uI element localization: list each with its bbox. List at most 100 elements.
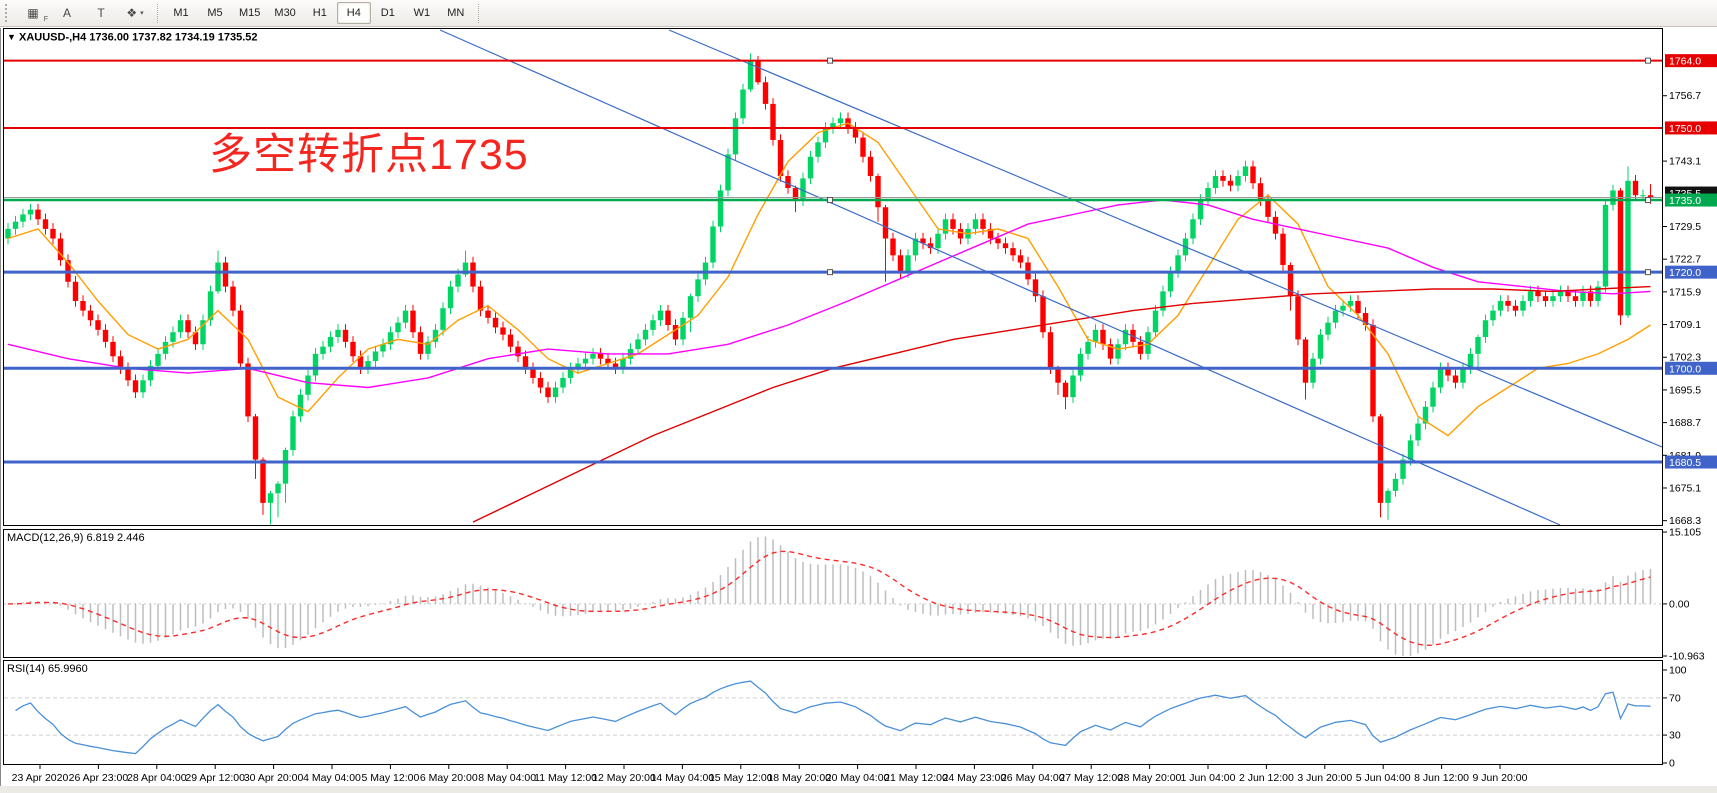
candle [1497, 300, 1504, 311]
time-tick-label: 27 May 12:00 [1059, 772, 1123, 784]
candle [507, 334, 514, 347]
chart-mode-icon[interactable]: ▦ F [16, 2, 50, 24]
time-tick-label: 11 May 12:00 [534, 772, 597, 784]
chart-annotation-text[interactable]: 多空转折点1735 [209, 131, 529, 179]
timeframe-button-d1[interactable]: D1 [380, 7, 395, 19]
price-level-label [1665, 54, 1717, 68]
toolbar-grip[interactable] [5, 4, 11, 22]
chart-mode-icon: ▦ [27, 6, 39, 20]
timeframe-button-m1[interactable]: M1 [173, 7, 189, 19]
time-tick-label: 28 Apr 04:00 [127, 772, 187, 784]
trendline-1[interactable] [439, 29, 1561, 526]
candle [290, 416, 296, 451]
line-handle[interactable] [827, 57, 833, 64]
candle [455, 274, 461, 287]
time-tick-label: 28 May 20:00 [1118, 772, 1182, 784]
timeframe-button-mn[interactable]: MN [447, 7, 465, 19]
time-tick-label: 4 May 04:00 [303, 772, 361, 784]
time-tick-label: 23 Apr 2020 [12, 772, 69, 784]
candle [57, 238, 64, 261]
objects-arrange-icon[interactable]: ❖ ▾ [118, 2, 152, 24]
annotate-letter-icon[interactable]: A [50, 2, 84, 24]
candle [350, 341, 356, 357]
rsi-axis-label: 30 [1669, 730, 1681, 742]
timeframe-button-m15[interactable]: M15 [239, 7, 261, 19]
toolbar-separator [477, 3, 480, 23]
price-tick-label: 1729.5 [1669, 221, 1701, 233]
candle [800, 178, 806, 201]
time-tick-label: 8 Jun 12:00 [1414, 772, 1469, 784]
window-bottom-edge [0, 786, 1717, 793]
price-tick-label: 1675.1 [1669, 482, 1701, 494]
candle [1407, 440, 1414, 460]
candle [1205, 188, 1211, 201]
time-tick-label: 2 Jun 12:00 [1239, 772, 1294, 784]
candle [942, 219, 949, 234]
candle [1212, 176, 1219, 189]
candle [545, 387, 551, 398]
candle [935, 233, 941, 249]
price-tick-label: 1743.1 [1669, 156, 1701, 168]
text-box-icon[interactable]: T [84, 2, 118, 24]
timeframe-button-h4[interactable]: H4 [336, 2, 371, 24]
candle [515, 346, 521, 357]
timeframe-button-m30[interactable]: M30 [274, 7, 296, 19]
time-tick-label: 15 May 12:00 [709, 772, 773, 784]
candle [1602, 204, 1609, 287]
candle [320, 346, 326, 354]
candle [170, 332, 176, 342]
time-tick-label: 12 May 20:00 [592, 772, 656, 784]
candle [695, 279, 701, 297]
candle [1355, 300, 1361, 314]
candle [1002, 243, 1009, 249]
time-tick-label: 5 May 12:00 [362, 772, 420, 784]
line-handle[interactable] [1645, 57, 1651, 64]
candle [1280, 233, 1286, 265]
candle [560, 377, 566, 388]
line-handle[interactable] [827, 269, 833, 276]
candle [192, 332, 199, 345]
price-scale[interactable]: 1756.7 1743.1 1729.5 1722.7 1715.9 1709.1 1702… [1663, 54, 1717, 527]
candle [500, 327, 506, 335]
candle [177, 320, 184, 333]
candle [372, 351, 379, 362]
candle [1235, 176, 1241, 186]
candle [1017, 255, 1024, 263]
candle [1062, 382, 1069, 398]
candle [492, 317, 499, 328]
candle [1055, 368, 1061, 383]
price-tick-label: 1702.3 [1669, 352, 1701, 364]
candle [575, 363, 581, 369]
time-tick-label: 9 Jun 20:00 [1473, 772, 1528, 784]
timeframe-button-w1[interactable]: W1 [413, 7, 431, 19]
candle [200, 320, 206, 345]
price-level-label [1665, 361, 1717, 375]
candle [597, 353, 604, 359]
candle [912, 238, 919, 256]
candle [792, 188, 799, 201]
timeframe-button-h1[interactable]: H1 [312, 7, 327, 19]
candle [950, 219, 956, 229]
candle [335, 329, 341, 338]
candle [1452, 375, 1459, 383]
trendline-2[interactable] [668, 29, 1663, 448]
line-handle[interactable] [827, 197, 833, 204]
candle [1632, 180, 1639, 196]
candle [905, 255, 911, 273]
candle [725, 154, 731, 191]
candle [665, 310, 671, 326]
candle [425, 341, 431, 354]
candle [12, 221, 19, 229]
time-tick-label: 21 May 12:00 [884, 772, 948, 784]
price-level-label [1665, 455, 1717, 469]
candle [395, 322, 401, 333]
candle [1482, 320, 1489, 338]
icon-sub-label: F [43, 16, 48, 23]
symbol-dropdown-icon[interactable]: ▼ [7, 32, 16, 42]
candle [530, 368, 536, 378]
timeframe-button-m5[interactable]: M5 [207, 7, 223, 19]
rsi-axis-label: 70 [1669, 692, 1681, 704]
line-handle[interactable] [1645, 197, 1651, 204]
line-handle[interactable] [1645, 269, 1651, 276]
